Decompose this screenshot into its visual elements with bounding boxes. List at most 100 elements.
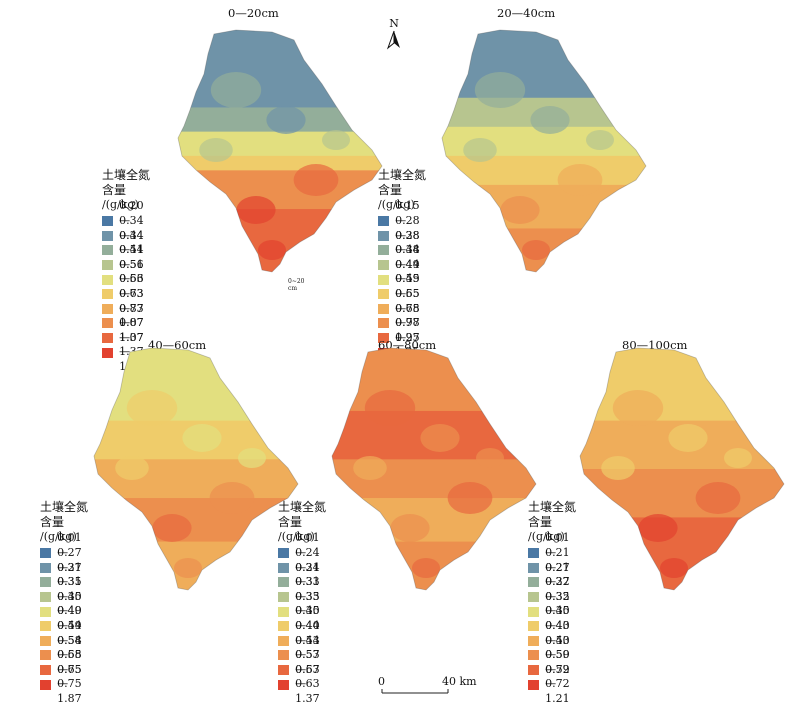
- map-patch: [174, 558, 202, 578]
- legend-item: 0.20—0.34: [102, 199, 153, 242]
- legend-swatch: [378, 260, 390, 271]
- legend-swatch: [102, 260, 114, 271]
- map-patch: [390, 514, 430, 542]
- map-patch: [668, 424, 708, 452]
- legend-swatch: [278, 621, 290, 632]
- legend-item: 0.57—0.63: [278, 648, 329, 690]
- legend-swatch: [278, 606, 290, 617]
- legend-label: 0.87—1.07: [119, 301, 144, 344]
- map-fill: [580, 348, 784, 590]
- legend-item: 0.53—0.57: [278, 634, 329, 676]
- legend-swatch: [278, 679, 290, 690]
- legend-label: 0.44—0.51: [119, 228, 144, 271]
- region-outline: [579, 347, 785, 591]
- map-patch: [115, 456, 149, 480]
- legend-title: 土壤全氮含量: [528, 500, 577, 529]
- map-patch: [601, 456, 635, 480]
- legend-swatch: [528, 621, 540, 632]
- legend-item: 0.31—0.33: [278, 561, 329, 603]
- legend-title: 土壤全氮含量: [378, 168, 427, 197]
- legend-item: 0.01—0.27: [40, 531, 91, 574]
- map-patch: [463, 138, 497, 162]
- legend-label: 0.49—0.55: [395, 257, 420, 300]
- legend-item: 0.33—0.35: [278, 575, 329, 617]
- legend: 土壤全氮含量 /(g/kg) 0.01—0.27 0.27—0.31 0.31—0.…: [40, 500, 91, 705]
- legend-item: 0.28—0.38: [378, 214, 429, 256]
- region-outline: [93, 347, 299, 591]
- legend-label: 0.31—0.35: [57, 560, 82, 603]
- legend-swatch: [528, 606, 540, 617]
- legend-item: 0.32—0.35: [528, 575, 579, 617]
- legend-unit: /(g/kg): [528, 530, 565, 543]
- legend-swatch: [40, 548, 52, 559]
- legend-swatch: [528, 548, 540, 559]
- legend-swatch: [102, 303, 114, 314]
- legend-item: 0.65—0.75: [40, 648, 91, 690]
- map-patch: [724, 448, 752, 468]
- map-patch: [522, 240, 550, 260]
- scale-bar-line: [381, 689, 449, 694]
- legend-label: 0.63—1.37: [295, 662, 320, 705]
- legend-title: 土壤全氮含量: [278, 500, 327, 529]
- region-outline: [331, 347, 537, 591]
- legend-swatch: [40, 679, 52, 690]
- legend-item: 0.49—0.54: [40, 604, 91, 647]
- legend-item: 0.65—0.78: [378, 287, 429, 329]
- legend-label: 0.27—0.32: [545, 560, 570, 603]
- map-zone: [178, 155, 382, 172]
- legend-item: 0.50—0.59: [528, 634, 579, 676]
- map-patch: [210, 72, 262, 108]
- map-patch: [266, 106, 306, 134]
- legend-item: 0.40—0.44: [278, 604, 329, 647]
- legend-label: 0.49—0.54: [57, 604, 82, 647]
- north-arrow-icon: [386, 30, 400, 50]
- legend-label: 0.31—0.33: [295, 560, 320, 603]
- legend-label: 0.75—1.87: [57, 662, 82, 705]
- legend-swatch: [528, 562, 540, 573]
- legend-swatch: [378, 274, 390, 285]
- legend-item: 0.63—0.73: [102, 272, 153, 315]
- legend-swatch: [40, 621, 52, 632]
- legend-label: 0.78—0.97: [395, 301, 420, 344]
- legend-label: 0.01—0.27: [57, 531, 82, 574]
- legend-label: 0.24—0.31: [295, 546, 320, 589]
- legend-swatch: [528, 665, 540, 676]
- legend-swatch: [40, 577, 52, 588]
- legend-label: 0.40—0.44: [295, 604, 320, 647]
- legend-swatch: [528, 592, 540, 603]
- legend-label: 0.59—0.72: [545, 648, 570, 691]
- legend-item: 0.21—0.27: [528, 546, 579, 588]
- legend-label: 0.20—0.34: [119, 199, 144, 242]
- legend-swatch: [278, 562, 290, 573]
- legend-label: 0.50—0.59: [545, 633, 570, 676]
- legend-item: 0.27—0.32: [528, 561, 579, 603]
- legend-swatch: [278, 650, 290, 661]
- legend-item: 0.87—1.07: [102, 302, 153, 344]
- legend-item: 0.15—0.28: [378, 199, 429, 242]
- legend-item: 0.75—1.87: [40, 663, 91, 705]
- map-patch: [293, 164, 339, 196]
- legend-item: 0.38—0.44: [378, 229, 429, 271]
- legend-label: 0.44—0.49: [395, 243, 420, 286]
- map-patch: [530, 106, 570, 134]
- map-patch: [126, 390, 178, 426]
- legend-swatch: [378, 333, 390, 344]
- legend-swatch: [102, 274, 114, 285]
- legend-item: 0.63—1.37: [278, 663, 329, 705]
- legend-label: 0.63—0.73: [119, 272, 144, 315]
- legend-title: 土壤全氮含量: [40, 500, 89, 529]
- legend-label: 0.55—0.65: [395, 272, 420, 315]
- legend-item: 0.35—0.40: [278, 590, 329, 632]
- legend-label: 0.35—0.40: [57, 575, 82, 618]
- legend-item: 0.49—0.55: [378, 258, 429, 300]
- map-zone: [580, 469, 784, 519]
- north-arrow: N: [386, 18, 402, 52]
- legend-swatch: [102, 245, 114, 256]
- legend-item: 0.72—1.21: [528, 663, 579, 705]
- legend-item: 0.58—0.65: [40, 634, 91, 676]
- legend-label: 0.73—0.87: [119, 286, 144, 330]
- legend-item: 0.44—0.51: [102, 229, 153, 271]
- legend-label: 0.65—0.78: [395, 286, 420, 330]
- legend-label: 0.40—0.43: [545, 604, 570, 647]
